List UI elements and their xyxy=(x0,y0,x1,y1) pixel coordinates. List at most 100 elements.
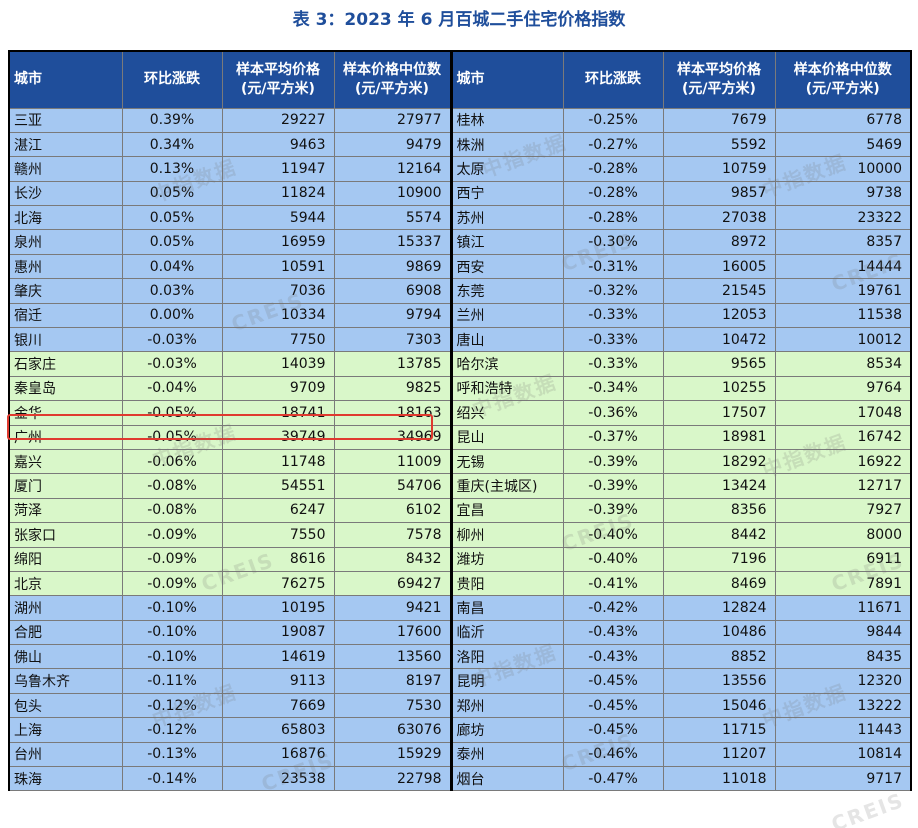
change-cell: -0.45% xyxy=(562,717,664,743)
avg-price-cell: 18741 xyxy=(221,400,335,426)
median-price-cell: 5574 xyxy=(333,205,452,231)
median-price-cell: 18163 xyxy=(333,400,452,426)
median-price-cell: 11538 xyxy=(774,302,912,329)
city-cell: 北京 xyxy=(8,570,123,597)
city-cell: 包头 xyxy=(8,692,123,719)
avg-price-cell: 9709 xyxy=(221,375,335,402)
table-row: 赣州 0.13% 11947 12164 太原 -0.28% 10759 10000 xyxy=(8,156,912,182)
avg-price-cell: 13556 xyxy=(662,668,776,694)
median-price-cell: 8534 xyxy=(774,351,912,377)
avg-price-cell: 8972 xyxy=(662,229,776,255)
avg-price-cell: 11207 xyxy=(662,741,776,768)
change-cell: -0.41% xyxy=(562,570,664,597)
city-cell: 西安 xyxy=(449,253,564,280)
median-price-cell: 7891 xyxy=(774,570,912,597)
city-cell: 石家庄 xyxy=(8,351,123,377)
avg-price-cell: 18981 xyxy=(662,424,776,450)
median-price-cell: 13560 xyxy=(333,644,452,670)
median-price-cell: 6911 xyxy=(774,546,912,572)
change-cell: 0.34% xyxy=(121,131,223,158)
median-price-cell: 19761 xyxy=(774,278,912,304)
avg-price-cell: 10334 xyxy=(221,302,335,329)
city-cell: 桂林 xyxy=(449,107,564,133)
avg-price-cell: 76275 xyxy=(221,570,335,597)
avg-price-cell: 8469 xyxy=(662,570,776,597)
header-median-price-unit: (元/平方米) xyxy=(805,80,880,97)
table-row: 上海 -0.12% 65803 63076 廊坊 -0.45% 11715 11443 xyxy=(8,717,912,743)
change-cell: -0.10% xyxy=(121,619,223,646)
city-cell: 兰州 xyxy=(449,302,564,329)
avg-price-cell: 11947 xyxy=(221,156,335,182)
change-cell: 0.05% xyxy=(121,205,223,231)
median-price-cell: 7927 xyxy=(774,497,912,524)
table-container: 城市 环比涨跌 样本平均价格 (元/平方米) 样本价格中位数 (元/平方米) 城市 … xyxy=(8,50,912,792)
city-cell: 广州 xyxy=(8,424,123,450)
avg-price-cell: 8852 xyxy=(662,644,776,670)
avg-price-cell: 13424 xyxy=(662,473,776,499)
avg-price-cell: 10195 xyxy=(221,595,335,621)
median-price-cell: 11009 xyxy=(333,448,452,475)
table-row: 包头 -0.12% 7669 7530 郑州 -0.45% 15046 13222 xyxy=(8,692,912,719)
change-cell: -0.28% xyxy=(562,205,664,231)
avg-price-cell: 7196 xyxy=(662,546,776,572)
avg-price-cell: 5944 xyxy=(221,205,335,231)
median-price-cell: 17600 xyxy=(333,619,452,646)
avg-price-cell: 18292 xyxy=(662,448,776,475)
median-price-cell: 10900 xyxy=(333,180,452,207)
median-price-cell: 12320 xyxy=(774,668,912,694)
median-price-cell: 6778 xyxy=(774,107,912,133)
change-cell: -0.45% xyxy=(562,668,664,694)
table-row: 广州 -0.05% 39749 34969 昆山 -0.37% 18981 16742 xyxy=(8,424,912,450)
avg-price-cell: 15046 xyxy=(662,692,776,719)
avg-price-cell: 6247 xyxy=(221,497,335,524)
change-cell: -0.46% xyxy=(562,741,664,768)
city-cell: 银川 xyxy=(8,327,123,353)
city-cell: 郑州 xyxy=(449,692,564,719)
median-price-cell: 9869 xyxy=(333,253,452,280)
city-cell: 呼和浩特 xyxy=(449,375,564,402)
header-row: 城市 环比涨跌 样本平均价格 (元/平方米) 样本价格中位数 (元/平方米) 城市 … xyxy=(8,50,912,109)
change-cell: -0.14% xyxy=(121,766,223,792)
avg-price-cell: 54551 xyxy=(221,473,335,499)
change-cell: 0.03% xyxy=(121,278,223,304)
city-cell: 惠州 xyxy=(8,253,123,280)
table-row: 秦皇岛 -0.04% 9709 9825 呼和浩特 -0.34% 10255 9764 xyxy=(8,375,912,402)
avg-price-cell: 39749 xyxy=(221,424,335,450)
page-title: 表 3：2023 年 6 月百城二手住宅价格指数 xyxy=(292,10,626,30)
change-cell: -0.43% xyxy=(562,644,664,670)
change-cell: -0.39% xyxy=(562,448,664,475)
city-cell: 绵阳 xyxy=(8,546,123,572)
median-price-cell: 7303 xyxy=(333,327,452,353)
city-cell: 太原 xyxy=(449,156,564,182)
table-row: 肇庆 0.03% 7036 6908 东莞 -0.32% 21545 19761 xyxy=(8,278,912,304)
avg-price-cell: 11018 xyxy=(662,766,776,792)
median-price-cell: 8357 xyxy=(774,229,912,255)
avg-price-cell: 21545 xyxy=(662,278,776,304)
median-price-cell: 27977 xyxy=(333,107,452,133)
avg-price-cell: 10591 xyxy=(221,253,335,280)
change-cell: -0.12% xyxy=(121,692,223,719)
city-cell: 昆明 xyxy=(449,668,564,694)
header-median-price: 样本价格中位数 (元/平方米) xyxy=(333,50,452,109)
change-cell: -0.33% xyxy=(562,327,664,353)
change-cell: -0.36% xyxy=(562,400,664,426)
median-price-cell: 7530 xyxy=(333,692,452,719)
change-cell: -0.13% xyxy=(121,741,223,768)
header-avg-price-label: 样本平均价格 xyxy=(236,61,320,78)
avg-price-cell: 14619 xyxy=(221,644,335,670)
avg-price-cell: 65803 xyxy=(221,717,335,743)
header-avg-price-right: 样本平均价格 (元/平方米) xyxy=(662,50,776,109)
median-price-cell: 16742 xyxy=(774,424,912,450)
city-cell: 三亚 xyxy=(8,107,123,133)
table-row: 惠州 0.04% 10591 9869 西安 -0.31% 16005 14444 xyxy=(8,253,912,280)
header-avg-price-label: 样本平均价格 xyxy=(677,61,761,78)
median-price-cell: 9794 xyxy=(333,302,452,329)
city-cell: 哈尔滨 xyxy=(449,351,564,377)
change-cell: -0.45% xyxy=(562,692,664,719)
median-price-cell: 7578 xyxy=(333,522,452,548)
city-cell: 湛江 xyxy=(8,131,123,158)
change-cell: -0.12% xyxy=(121,717,223,743)
avg-price-cell: 7750 xyxy=(221,327,335,353)
header-change: 环比涨跌 xyxy=(121,50,223,109)
change-cell: -0.33% xyxy=(562,302,664,329)
